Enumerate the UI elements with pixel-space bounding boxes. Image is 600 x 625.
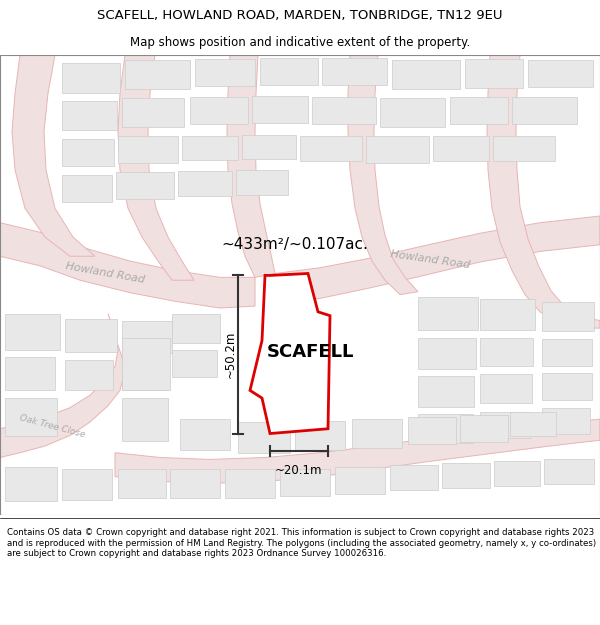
Bar <box>180 419 230 450</box>
Bar <box>116 172 174 199</box>
Bar <box>335 467 385 494</box>
Polygon shape <box>115 419 600 483</box>
Bar <box>433 136 489 161</box>
Polygon shape <box>0 314 124 458</box>
Polygon shape <box>275 216 600 304</box>
Bar <box>418 414 473 443</box>
Bar <box>5 467 57 501</box>
Bar <box>236 170 288 195</box>
Bar <box>442 463 490 488</box>
Text: ~20.1m: ~20.1m <box>275 464 323 478</box>
Bar <box>542 373 592 400</box>
Bar <box>542 302 594 331</box>
Text: ~433m²/~0.107ac.: ~433m²/~0.107ac. <box>221 238 368 252</box>
Bar <box>195 59 255 86</box>
Bar <box>280 469 330 496</box>
Bar <box>122 98 184 127</box>
Text: SCAFELL: SCAFELL <box>266 343 353 361</box>
Bar <box>312 97 376 124</box>
Bar <box>118 469 166 498</box>
Text: SCAFELL, HOWLAND ROAD, MARDEN, TONBRIDGE, TN12 9EU: SCAFELL, HOWLAND ROAD, MARDEN, TONBRIDGE… <box>97 9 503 22</box>
Polygon shape <box>487 55 600 328</box>
Bar <box>418 296 478 330</box>
Bar <box>172 350 217 377</box>
Bar <box>122 338 170 391</box>
Bar <box>260 58 318 85</box>
Bar <box>352 419 402 448</box>
Bar <box>122 398 168 441</box>
Bar <box>65 360 113 391</box>
Bar <box>5 398 57 436</box>
Bar <box>182 136 238 161</box>
Bar <box>122 321 172 353</box>
Bar <box>5 357 55 391</box>
Bar <box>392 60 460 89</box>
Bar <box>390 465 438 490</box>
Bar <box>170 469 220 498</box>
Text: Howland Road: Howland Road <box>389 249 470 271</box>
Bar <box>118 136 178 163</box>
Bar <box>62 469 112 499</box>
Bar <box>542 339 592 366</box>
Bar <box>418 338 476 369</box>
Bar <box>62 175 112 202</box>
Bar <box>178 171 232 196</box>
Text: Oak Tree Close: Oak Tree Close <box>18 414 86 440</box>
Bar <box>544 459 594 484</box>
Bar <box>480 338 533 366</box>
Bar <box>460 416 508 442</box>
Bar <box>512 97 577 124</box>
Polygon shape <box>12 55 95 256</box>
Bar <box>450 97 508 124</box>
Bar <box>380 98 445 127</box>
Text: Howland Road: Howland Road <box>65 262 145 286</box>
Bar <box>542 408 590 434</box>
Bar <box>480 411 530 438</box>
Bar <box>172 314 220 342</box>
Bar <box>493 136 555 161</box>
Bar <box>62 101 117 130</box>
Bar <box>366 136 429 163</box>
Bar <box>418 376 474 407</box>
Bar <box>322 58 387 85</box>
Bar <box>125 60 190 89</box>
Bar <box>510 411 556 436</box>
Polygon shape <box>0 222 255 308</box>
Bar <box>480 374 532 403</box>
Polygon shape <box>348 55 418 294</box>
Bar <box>295 421 345 450</box>
Bar <box>62 139 114 166</box>
Bar <box>225 469 275 498</box>
Bar <box>408 418 456 444</box>
Bar <box>65 319 117 352</box>
Bar <box>190 97 248 124</box>
Bar <box>122 362 168 391</box>
Bar <box>528 60 593 87</box>
Text: ~50.2m: ~50.2m <box>223 331 236 378</box>
Bar <box>480 299 535 330</box>
Bar <box>242 134 296 159</box>
Text: Map shows position and indicative extent of the property.: Map shows position and indicative extent… <box>130 36 470 49</box>
Bar <box>252 96 308 123</box>
Text: Contains OS data © Crown copyright and database right 2021. This information is : Contains OS data © Crown copyright and d… <box>7 528 596 558</box>
Bar <box>238 422 290 452</box>
Polygon shape <box>118 55 194 280</box>
Polygon shape <box>227 55 275 278</box>
Bar <box>300 136 362 161</box>
Polygon shape <box>250 274 330 434</box>
Bar <box>494 461 540 486</box>
Bar <box>62 62 120 93</box>
Bar <box>465 59 523 88</box>
Bar <box>5 314 60 350</box>
